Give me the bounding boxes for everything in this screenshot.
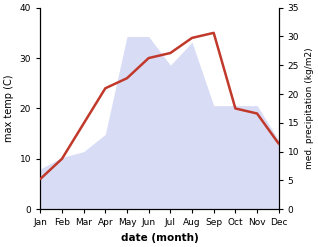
Y-axis label: max temp (C): max temp (C) [4, 75, 14, 142]
Y-axis label: med. precipitation (kg/m2): med. precipitation (kg/m2) [305, 48, 314, 169]
X-axis label: date (month): date (month) [121, 233, 198, 243]
